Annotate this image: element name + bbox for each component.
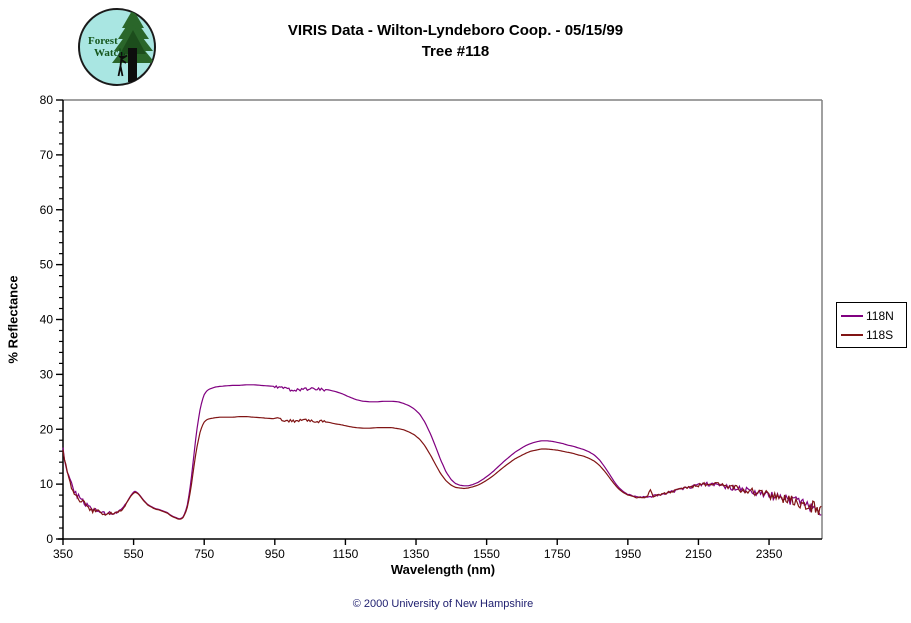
series-line-118S xyxy=(62,416,822,520)
y-tick-label: 10 xyxy=(40,477,54,491)
x-tick-label: 1150 xyxy=(333,547,359,561)
legend-label: 118N xyxy=(866,308,894,323)
forest-watch-logo: Forest Watch xyxy=(78,8,156,86)
x-tick-label: 2150 xyxy=(685,547,712,561)
y-axis-title: % Reflectance xyxy=(5,275,21,364)
chart-title-line1: VIRIS Data - Wilton-Lyndeboro Coop. - 05… xyxy=(287,22,624,39)
x-tick-label: 1350 xyxy=(403,547,430,561)
legend: 118N 118S xyxy=(836,302,907,348)
x-tick-label: 750 xyxy=(194,547,214,561)
legend-label: 118S xyxy=(866,327,894,342)
x-tick-label: 350 xyxy=(53,547,73,561)
chart-title-line2: Tree #118 xyxy=(421,43,490,60)
x-tick-label: 1750 xyxy=(544,547,571,561)
x-axis-title: Wavelength (nm) xyxy=(390,562,496,577)
y-tick-label: 30 xyxy=(40,367,54,381)
legend-line-swatch xyxy=(841,333,863,336)
legend-line-swatch xyxy=(841,314,863,317)
logo-tree-icon xyxy=(112,9,155,82)
x-tick-label: 550 xyxy=(124,547,144,561)
y-tick-label: 60 xyxy=(40,203,54,217)
legend-entry-118S: 118S xyxy=(841,325,902,344)
x-tick-label: 1550 xyxy=(473,547,500,561)
logo-text-forest: Forest xyxy=(88,35,118,47)
person-icon xyxy=(117,51,128,77)
x-tick-label: 1950 xyxy=(614,547,641,561)
y-tick-label: 70 xyxy=(40,148,54,162)
y-tick-label: 40 xyxy=(40,313,54,327)
y-tick-label: 0 xyxy=(46,532,53,546)
logo-text-watch: Watch xyxy=(94,47,125,59)
legend-entry-118N: 118N xyxy=(841,306,902,325)
copyright-text: © 2000 University of New Hampshire xyxy=(352,598,534,610)
y-tick-label: 50 xyxy=(40,258,54,272)
series-line-118N xyxy=(62,384,822,520)
y-tick-label: 20 xyxy=(40,422,54,436)
y-tick-label: 80 xyxy=(40,93,54,107)
x-tick-label: 2350 xyxy=(756,547,783,561)
x-tick-label: 950 xyxy=(265,547,285,561)
